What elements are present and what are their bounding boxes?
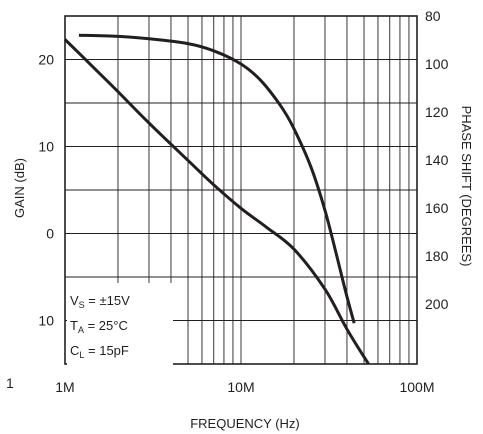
y-left-tick-label: 20 [38, 52, 54, 68]
chart-series [63, 33, 370, 365]
condition-vs: VS = ±15V [70, 293, 130, 310]
y-left-tick-label: 0 [46, 226, 54, 242]
plot-frame [64, 15, 418, 365]
x-tick-label: 10M [227, 379, 254, 395]
x-tick-label: 100M [399, 379, 434, 395]
y-right-tick-label: 80 [425, 8, 441, 24]
condition-ta: TA = 25°C [70, 318, 128, 335]
y-right-tick-label: 140 [425, 152, 449, 168]
y-right-tick-label: 160 [425, 200, 449, 216]
y-right-tick-labels: 80 100 120 140 160 180 200 [425, 8, 449, 312]
x-axis-label: FREQUENCY (Hz) [190, 416, 300, 431]
chart-grid [65, 16, 417, 364]
y-right-tick-label: 120 [425, 104, 449, 120]
y-left-tick-labels: 20 10 0 10 [38, 52, 54, 329]
conditions-legend-bg [67, 283, 173, 367]
gain-curve [63, 38, 370, 365]
y-right-tick-label: 200 [425, 296, 449, 312]
phase-curve [78, 33, 356, 324]
y-left-tick-label: 10 [38, 313, 54, 329]
conditions-legend: VS = ±15V TA = 25°C CL = 15pF [70, 293, 130, 360]
x-tick-labels: 1M 10M 100M [55, 379, 434, 395]
y-right-tick-label: 100 [425, 56, 449, 72]
y-axis-right-label: PHASE SHIFT (DEGREES) [459, 106, 474, 267]
y-right-tick-label: 180 [425, 248, 449, 264]
y-axis-left-label: GAIN (dB) [12, 158, 27, 218]
stray-tick-label: 1 [6, 375, 14, 391]
y-left-tick-label: 10 [38, 139, 54, 155]
x-tick-label: 1M [55, 379, 74, 395]
condition-cl: CL = 15pF [70, 343, 129, 360]
